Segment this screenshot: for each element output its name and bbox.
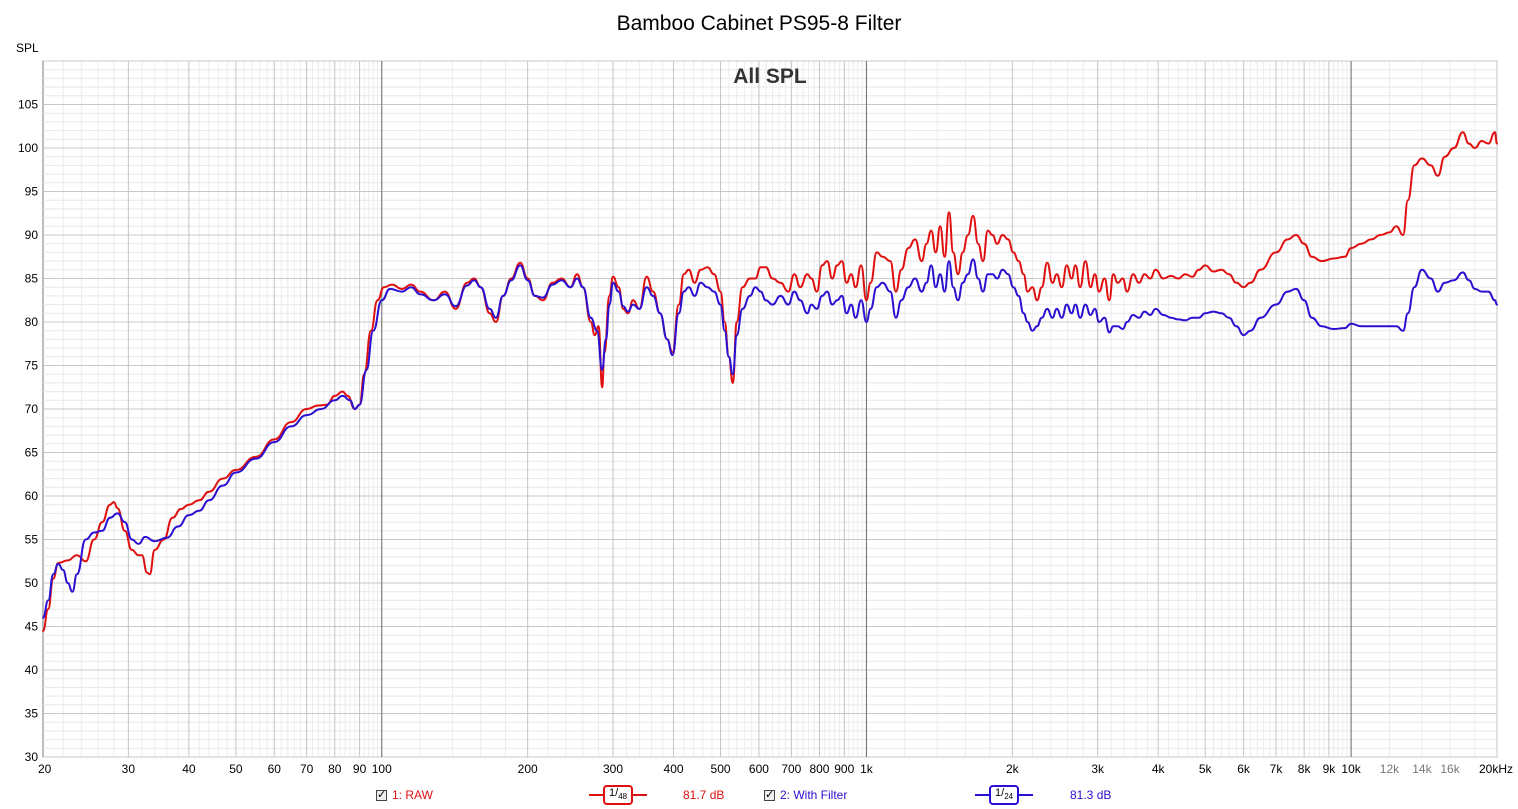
with-filter-smoothing-numerator: 1 bbox=[995, 786, 1002, 799]
raw-level-value: 81.7 dB bbox=[683, 788, 725, 802]
raw-line-swatch bbox=[589, 794, 603, 796]
y-tick-label: 75 bbox=[25, 359, 39, 373]
x-tick-label: 9k bbox=[1323, 762, 1337, 776]
y-tick-label: 35 bbox=[25, 707, 39, 721]
y-tick-label: 30 bbox=[25, 750, 39, 764]
x-tick-label: 6k bbox=[1237, 762, 1251, 776]
with-filter-level: 81.3 dB bbox=[1070, 785, 1111, 805]
x-tick-label: 50 bbox=[229, 762, 243, 776]
x-tick-label: 7k bbox=[1270, 762, 1284, 776]
x-tick-label: 20 bbox=[38, 762, 52, 776]
x-tick-label: 90 bbox=[353, 762, 367, 776]
chart-title: Bamboo Cabinet PS95-8 Filter bbox=[617, 12, 902, 35]
x-tick-label: 70 bbox=[300, 762, 314, 776]
x-tick-label: 4k bbox=[1152, 762, 1166, 776]
x-tick-label: 800 bbox=[809, 762, 829, 776]
y-tick-label: 40 bbox=[25, 663, 39, 677]
x-tick-label: 300 bbox=[603, 762, 623, 776]
raw-smoothing-box: 1/48 bbox=[603, 784, 634, 806]
x-tick-label: 600 bbox=[749, 762, 769, 776]
series-layer bbox=[42, 131, 1498, 632]
y-tick-label: 55 bbox=[25, 533, 39, 547]
x-tick-label: 80 bbox=[328, 762, 342, 776]
raw-level: 81.7 dB bbox=[683, 785, 724, 805]
x-tick-label: 30 bbox=[122, 762, 136, 776]
with-filter-smoothing-selector[interactable]: 1/24 bbox=[975, 784, 1034, 806]
x-tick-label: 5k bbox=[1199, 762, 1213, 776]
raw-smoothing-denominator: 48 bbox=[618, 792, 628, 802]
x-tick-label: 900 bbox=[834, 762, 854, 776]
x-tick-label-minor: 12k bbox=[1380, 762, 1400, 776]
grid-major bbox=[43, 60, 1498, 758]
x-tick-label: 8k bbox=[1298, 762, 1312, 776]
with-filter-level-value: 81.3 dB bbox=[1070, 788, 1112, 802]
raw-smoothing-numerator: 1 bbox=[609, 786, 616, 799]
x-tick-label-minor: 16k bbox=[1440, 762, 1460, 776]
x-tick-label-minor: 14k bbox=[1412, 762, 1432, 776]
y-tick-label: 50 bbox=[25, 576, 39, 590]
x-tick-label: 500 bbox=[711, 762, 731, 776]
y-axis-label: SPL bbox=[16, 41, 39, 55]
y-tick-label: 80 bbox=[25, 315, 39, 329]
legend-label-with-filter: 2: With Filter bbox=[780, 788, 848, 802]
legend-item-raw[interactable]: 1: RAW bbox=[376, 785, 433, 805]
with-filter-visibility-checkbox[interactable] bbox=[764, 788, 775, 801]
x-tick-label: 1k bbox=[860, 762, 874, 776]
x-tick-label: 20kHz bbox=[1479, 762, 1513, 776]
y-tick-label: 60 bbox=[25, 489, 39, 503]
x-tick-label: 60 bbox=[268, 762, 282, 776]
y-tick-label: 70 bbox=[25, 402, 39, 416]
y-tick-label: 95 bbox=[25, 185, 39, 199]
x-tick-label: 700 bbox=[781, 762, 801, 776]
x-tick-label: 400 bbox=[664, 762, 684, 776]
x-tick-label: 200 bbox=[518, 762, 538, 776]
x-tick-label: 40 bbox=[182, 762, 196, 776]
y-tick-label: 100 bbox=[18, 141, 38, 155]
series-line-with-filter bbox=[42, 258, 1498, 619]
raw-smoothing-selector[interactable]: 1/48 bbox=[589, 784, 648, 806]
y-tick-label: 90 bbox=[25, 228, 39, 242]
raw-line-swatch-right bbox=[633, 794, 648, 796]
y-tick-label: 85 bbox=[25, 272, 39, 286]
with-filter-smoothing-denominator: 24 bbox=[1004, 792, 1014, 802]
y-tick-label: 65 bbox=[25, 446, 39, 460]
y-tick-label: 45 bbox=[25, 620, 39, 634]
with-filter-line-swatch-right bbox=[1019, 794, 1034, 796]
x-tick-label: 2k bbox=[1006, 762, 1020, 776]
with-filter-line-swatch bbox=[975, 794, 989, 796]
legend-label-raw: 1: RAW bbox=[392, 788, 433, 802]
x-tick-label: 3k bbox=[1091, 762, 1105, 776]
raw-visibility-checkbox[interactable] bbox=[376, 788, 387, 801]
y-tick-label: 105 bbox=[18, 98, 38, 112]
with-filter-smoothing-box: 1/24 bbox=[989, 784, 1020, 806]
frequency-response-chart: Bamboo Cabinet PS95-8 Filter SPL 30 35 40 4… bbox=[16, 12, 1513, 776]
x-tick-label: 100 bbox=[372, 762, 392, 776]
chart-subtitle: All SPL bbox=[733, 65, 807, 88]
y-axis-ticks: 30 35 40 45 50 55 60 65 70 75 80 85 90 95 100 105 bbox=[18, 98, 38, 765]
legend-item-with-filter[interactable]: 2: With Filter bbox=[764, 785, 847, 805]
x-axis-ticks: 20 30 40 50 60 70 80 90 100 200 300 400 500 600 700 800… bbox=[38, 762, 1513, 776]
x-tick-label: 10k bbox=[1341, 762, 1361, 776]
